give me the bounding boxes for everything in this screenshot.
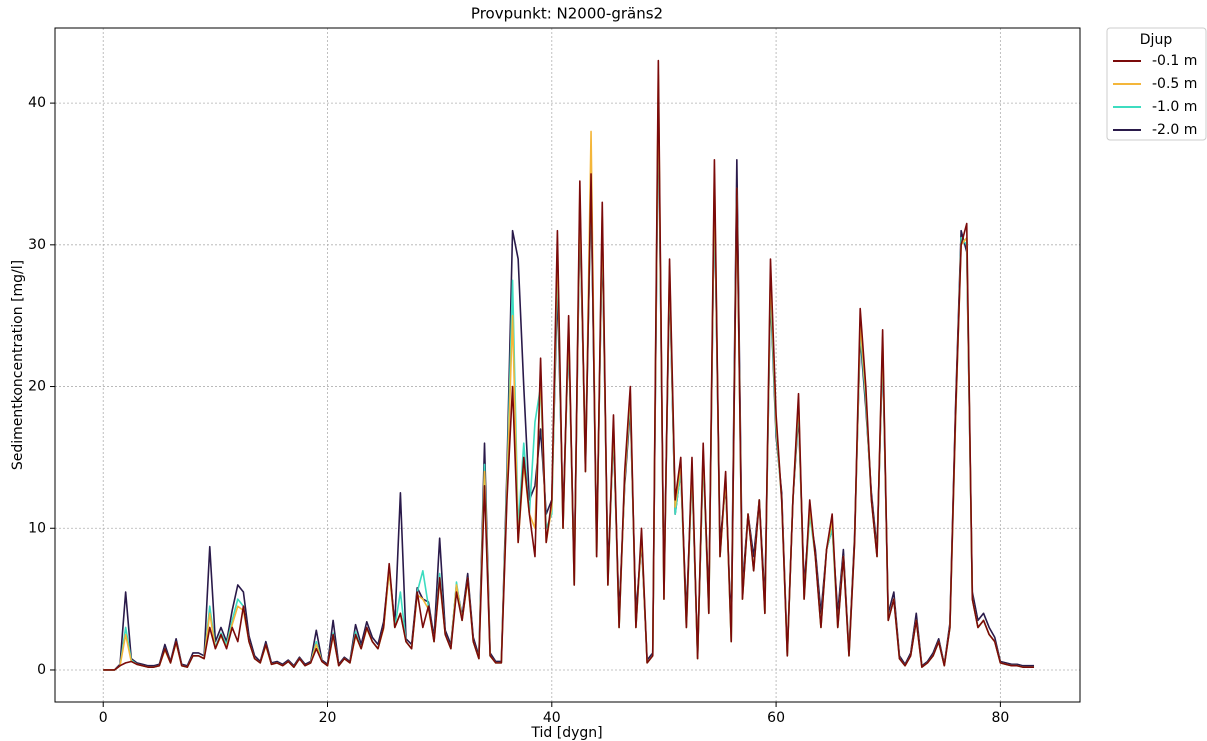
legend-label: -0.5 m: [1152, 76, 1197, 92]
legend-title: Djup: [1140, 32, 1173, 48]
y-tick-label: 30: [28, 237, 46, 253]
data-line: [103, 59, 1035, 671]
legend-box: [1106, 27, 1207, 141]
x-tick-label: 20: [319, 710, 337, 726]
chart-title: Provpunkt: N2000-gräns2: [471, 5, 663, 23]
legend-label: -2.0 m: [1152, 122, 1197, 138]
data-line: [103, 73, 1035, 671]
x-tick-label: 0: [99, 710, 108, 726]
data-line: [103, 88, 1035, 671]
legend-label: -0.1 m: [1152, 53, 1197, 69]
plot-frame: [54, 27, 1081, 703]
x-tick-label: 40: [543, 710, 561, 726]
y-tick-label: 20: [28, 379, 46, 395]
y-axis-label: Sedimentkoncentration [mg/l]: [10, 260, 26, 470]
legend-label: -1.0 m: [1152, 99, 1197, 115]
x-axis-label: Tid [dygn]: [530, 725, 602, 741]
x-tick-label: 60: [767, 710, 785, 726]
y-tick-label: 10: [28, 520, 46, 536]
y-tick-label: 0: [37, 662, 46, 678]
x-tick-label: 80: [991, 710, 1009, 726]
y-tick-label: 40: [28, 95, 46, 111]
